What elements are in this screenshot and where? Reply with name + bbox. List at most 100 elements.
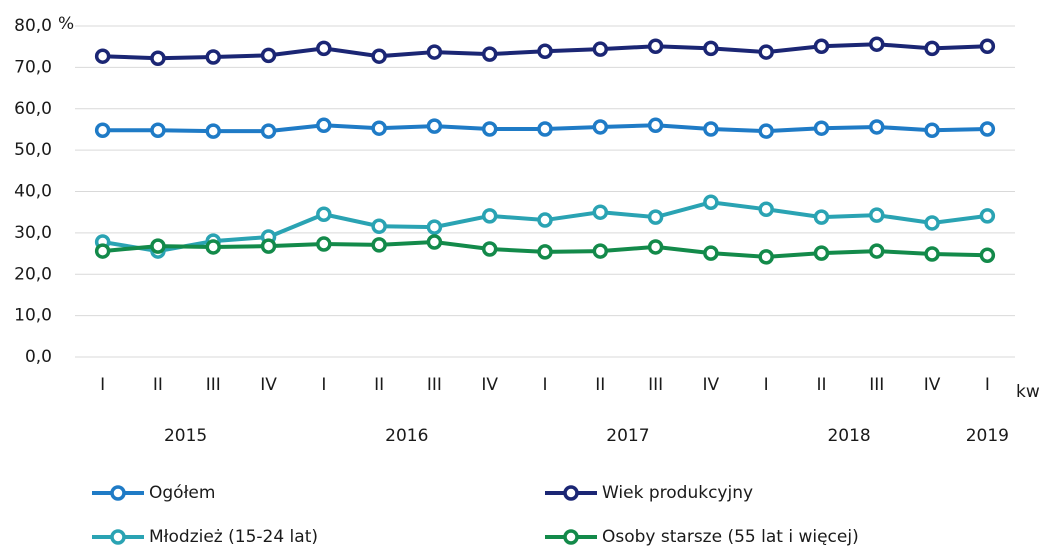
point (924, 215, 940, 231)
point (150, 238, 166, 254)
point (371, 120, 387, 136)
legend-label: Ogółem (149, 483, 215, 503)
x-tick-label: I (764, 375, 769, 395)
point (813, 209, 830, 225)
point (592, 41, 609, 57)
point (537, 43, 553, 59)
point (316, 236, 332, 252)
x-tick-label: I (100, 375, 105, 395)
x-tick-label: III (206, 375, 221, 395)
group-label: 2018 (827, 426, 870, 446)
group-label: 2019 (966, 426, 1009, 446)
x-tick-label: II (153, 375, 163, 395)
point (592, 119, 609, 135)
x-tick-label: IV (703, 375, 720, 395)
x-axis-label: kw (1016, 382, 1040, 402)
point (758, 123, 774, 139)
point (481, 241, 498, 257)
x-tick-label: II (816, 375, 826, 395)
x-tick-label: II (374, 375, 384, 395)
point (260, 123, 277, 139)
point (647, 38, 664, 55)
point (371, 218, 387, 235)
point (869, 243, 885, 259)
point (205, 123, 221, 139)
point (703, 194, 719, 211)
point (813, 38, 830, 55)
y-tick-label: 0,0 (25, 347, 52, 367)
point (481, 46, 498, 62)
point (371, 48, 387, 64)
point (979, 247, 996, 263)
point (813, 245, 830, 261)
x-tick-label: III (427, 375, 442, 395)
point (426, 219, 443, 235)
point (979, 38, 996, 55)
point (537, 212, 553, 228)
point (150, 122, 166, 139)
point (316, 206, 332, 223)
x-tick-label: III (648, 375, 663, 395)
point (260, 47, 277, 64)
point (316, 117, 332, 134)
point (924, 122, 940, 139)
point (260, 238, 277, 254)
point (426, 234, 443, 250)
point (592, 243, 609, 259)
point (150, 50, 166, 67)
point (703, 121, 719, 137)
point (869, 36, 885, 52)
point (703, 40, 719, 57)
point (979, 208, 996, 224)
point (94, 48, 111, 64)
point (869, 207, 885, 223)
legend-label: Osoby starsze (55 lat i więcej) (602, 527, 859, 547)
point (205, 49, 221, 65)
legend-marker (563, 485, 579, 501)
x-tick-label: IV (924, 375, 941, 395)
point (426, 44, 443, 60)
point (481, 121, 498, 137)
point (647, 239, 664, 255)
x-tick-label: II (595, 375, 605, 395)
point (94, 243, 111, 259)
point (703, 245, 719, 261)
point (537, 121, 553, 137)
y-tick-label: 80,0 (14, 16, 52, 36)
x-tick-label: I (321, 375, 326, 395)
point (426, 118, 443, 134)
y-tick-label: 20,0 (14, 264, 52, 284)
point (758, 201, 774, 218)
point (537, 244, 553, 260)
y-unit: % (58, 14, 74, 34)
point (758, 44, 774, 60)
point (924, 246, 940, 262)
group-label: 2017 (606, 426, 649, 446)
y-tick-label: 70,0 (14, 57, 52, 77)
y-tick-label: 40,0 (14, 182, 52, 202)
group-label: 2015 (164, 426, 207, 446)
x-tick-label: IV (481, 375, 498, 395)
point (813, 120, 830, 136)
point (647, 117, 664, 134)
x-tick-label: I (985, 375, 990, 395)
point (924, 40, 940, 57)
point (94, 122, 111, 139)
y-tick-label: 50,0 (14, 140, 52, 160)
y-tick-label: 60,0 (14, 99, 52, 119)
point (647, 209, 664, 225)
y-tick-label: 30,0 (14, 223, 52, 243)
point (371, 237, 387, 253)
point (205, 239, 221, 255)
x-tick-label: IV (260, 375, 277, 395)
point (869, 119, 885, 135)
point (316, 40, 332, 57)
x-tick-label: I (542, 375, 547, 395)
legend-marker (110, 485, 126, 501)
group-label: 2016 (385, 426, 428, 446)
legend-marker (563, 529, 579, 545)
point (592, 204, 609, 220)
legend-label: Wiek produkcyjny (602, 483, 753, 503)
x-tick-label: III (869, 375, 884, 395)
